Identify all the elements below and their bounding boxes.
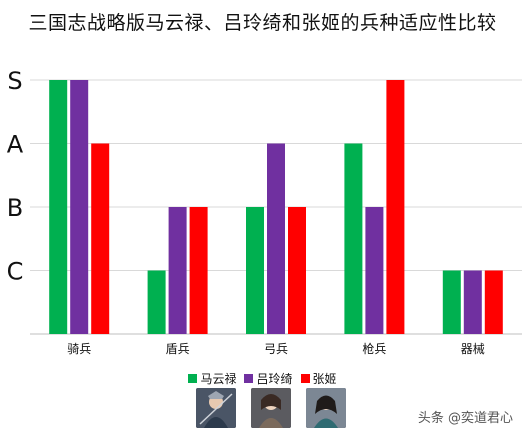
portrait-zhang-ji	[306, 388, 346, 428]
bar-吕玲绮-盾兵	[168, 207, 187, 334]
legend-swatch	[300, 374, 310, 383]
legend-item: 马云禄	[188, 370, 236, 387]
x-tick-label: 骑兵	[67, 342, 91, 356]
bar-张姬-盾兵	[189, 207, 208, 334]
legend-label: 马云禄	[200, 372, 237, 386]
y-tick-label: C	[7, 258, 24, 286]
y-tick-label: B	[7, 194, 23, 222]
bar-张姬-骑兵	[91, 143, 110, 334]
bar-张姬-弓兵	[288, 207, 306, 334]
x-tick-label: 枪兵	[362, 341, 386, 356]
bar-马云禄-器械	[442, 270, 461, 334]
portrait-ma-yunlu	[196, 388, 236, 428]
chart-title: 三国志战略版马云禄、吕玲绮和张姬的兵种适应性比较	[28, 12, 497, 34]
bar-吕玲绮-器械	[463, 270, 482, 334]
legend-swatch	[188, 374, 198, 383]
bar-张姬-器械	[484, 270, 503, 334]
y-tick-label: A	[7, 131, 24, 159]
x-tick-label: 弓兵	[264, 342, 288, 356]
bar-吕玲绮-枪兵	[365, 207, 384, 334]
legend-swatch	[244, 374, 254, 383]
legend-item: 张姬	[300, 370, 337, 387]
watermark: 头条 @奕道君心	[417, 411, 513, 426]
bar-马云禄-弓兵	[246, 207, 264, 334]
x-tick-label: 器械	[461, 341, 485, 356]
bar-张姬-枪兵	[386, 80, 405, 334]
bar-chart: C B A S 骑兵 盾兵 弓兵 枪兵 器械	[7, 67, 522, 356]
legend-label: 吕玲绮	[256, 372, 293, 386]
portrait-lv-lingqi	[251, 388, 291, 428]
chart-legend: 马云禄 吕玲绮 张姬	[0, 370, 525, 387]
bar-马云禄-枪兵	[344, 143, 363, 334]
legend-label: 张姬	[312, 372, 337, 386]
portrait-row	[196, 388, 346, 428]
y-tick-label: S	[7, 67, 22, 95]
legend-item: 吕玲绮	[244, 370, 293, 387]
bar-马云禄-骑兵	[49, 80, 68, 334]
bar-吕玲绮-骑兵	[70, 80, 89, 334]
x-tick-label: 盾兵	[166, 342, 190, 356]
bar-吕玲绮-弓兵	[267, 143, 285, 334]
bar-马云禄-盾兵	[147, 270, 166, 334]
